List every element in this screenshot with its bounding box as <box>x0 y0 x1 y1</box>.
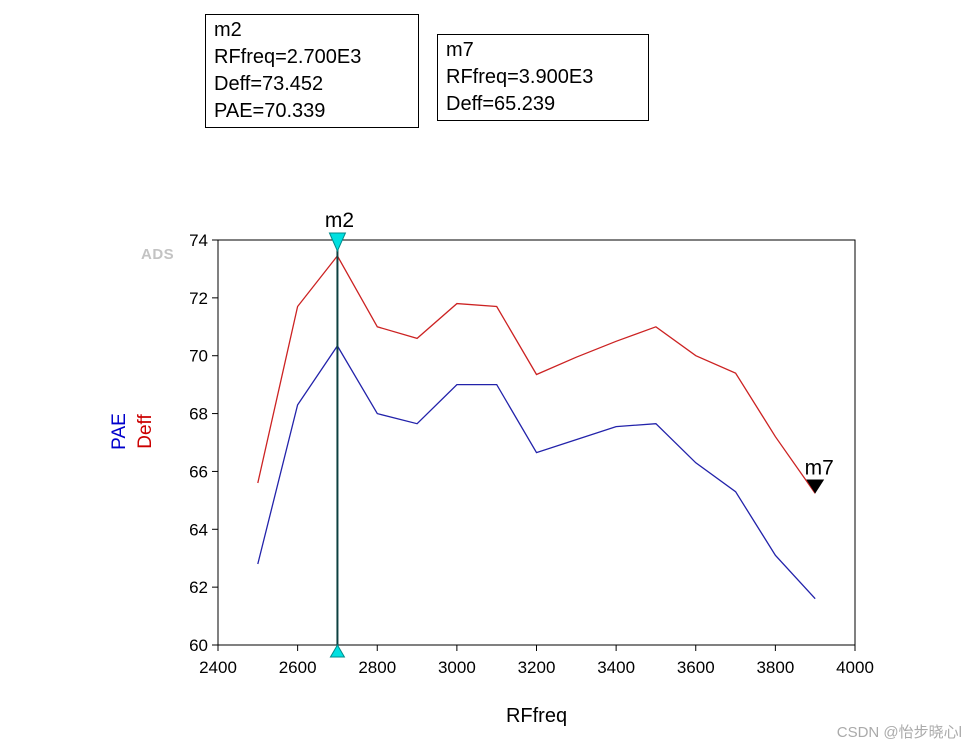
y-tick-label: 68 <box>189 405 208 424</box>
m7-marker-label: m7 <box>805 456 834 479</box>
m2-marker-label: m2 <box>325 209 354 232</box>
marker-deff-value: Deff=65.239 <box>446 93 556 115</box>
deff-trace <box>257 254 816 494</box>
pae-trace <box>257 344 816 600</box>
y-tick-label: 70 <box>189 347 208 366</box>
x-tick-label: 3000 <box>438 658 476 677</box>
x-tick-label: 2800 <box>358 658 396 677</box>
x-axis-title: RFfreq <box>506 705 567 727</box>
y-tick-label: 74 <box>189 231 208 250</box>
y-tick-label: 62 <box>189 578 208 597</box>
x-tick-label: 4000 <box>836 658 874 677</box>
csdn-watermark: CSDN @怡步晓心l <box>836 724 962 741</box>
y-axis-title-pae: PAE <box>109 413 130 450</box>
x-tick-label: 3400 <box>597 658 635 677</box>
y-tick-label: 60 <box>189 636 208 655</box>
m7-marker-triangle-icon[interactable] <box>806 479 825 494</box>
marker-pae-value: PAE=70.339 <box>214 100 326 122</box>
marker-name-label: m2 <box>214 19 242 41</box>
y-axis-title-deff: Deff <box>135 414 156 449</box>
x-tick-label: 3800 <box>756 658 794 677</box>
y-tick-label: 64 <box>189 520 208 539</box>
marker-rffreq-value: RFfreq=2.700E3 <box>214 46 362 68</box>
marker-deff-value: Deff=73.452 <box>214 73 324 95</box>
x-tick-label: 3200 <box>518 658 556 677</box>
marker-name-label: m7 <box>446 39 474 61</box>
plot-frame <box>217 239 856 646</box>
y-tick-label: 72 <box>189 289 208 308</box>
marker-readout-m2[interactable]: m2 RFfreq=2.700E3 Deff=73.452 PAE=70.339 <box>205 14 419 128</box>
marker-readout-m7[interactable]: m7 RFfreq=3.900E3 Deff=65.239 <box>437 34 649 121</box>
m2-marker-triangle-bottom-icon[interactable] <box>329 644 346 658</box>
y-tick-label: 66 <box>189 462 208 481</box>
m2-marker-triangle-icon[interactable] <box>328 232 347 253</box>
x-tick-label: 3600 <box>677 658 715 677</box>
ads-watermark: ADS <box>141 246 175 263</box>
x-tick-label: 2400 <box>199 658 237 677</box>
x-tick-label: 2600 <box>279 658 317 677</box>
marker-rffreq-value: RFfreq=3.900E3 <box>446 66 594 88</box>
